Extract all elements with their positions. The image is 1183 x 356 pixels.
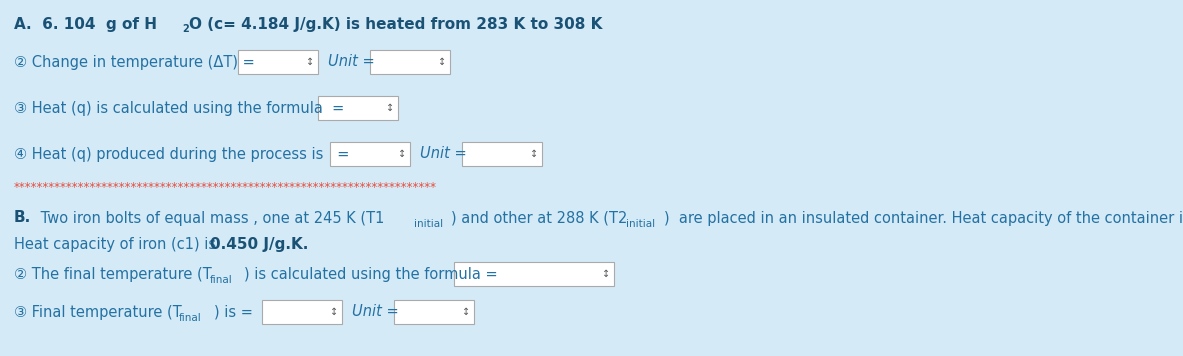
Text: ↕: ↕ <box>461 307 470 317</box>
Text: 0.450 J/g.K.: 0.450 J/g.K. <box>211 236 309 251</box>
Text: ② The final temperature (T: ② The final temperature (T <box>14 267 212 282</box>
Text: initial: initial <box>626 219 655 229</box>
Text: ↕: ↕ <box>330 307 338 317</box>
Text: Unit =: Unit = <box>353 304 399 319</box>
Text: B.: B. <box>14 210 31 225</box>
Text: ③ Heat (q) is calculated using the formula  =: ③ Heat (q) is calculated using the formu… <box>14 100 344 115</box>
FancyBboxPatch shape <box>318 96 397 120</box>
Text: ) is calculated using the formula =: ) is calculated using the formula = <box>244 267 498 282</box>
Text: ↕: ↕ <box>438 57 446 67</box>
Text: 2: 2 <box>182 24 189 34</box>
Text: ************************************************************************: ****************************************… <box>14 182 437 194</box>
Text: Two iron bolts of equal mass , one at 245 K (T1: Two iron bolts of equal mass , one at 24… <box>35 210 384 225</box>
FancyBboxPatch shape <box>454 262 614 286</box>
Text: ③ Final temperature (T: ③ Final temperature (T <box>14 304 182 319</box>
Text: ② Change in temperature (ΔT) =: ② Change in temperature (ΔT) = <box>14 54 254 69</box>
Text: final: final <box>179 313 202 323</box>
FancyBboxPatch shape <box>370 50 450 74</box>
Text: final: final <box>211 275 233 285</box>
Text: )  are placed in an insulated container. Heat capacity of the container is negli: ) are placed in an insulated container. … <box>664 210 1183 225</box>
Text: ) and other at 288 K (T2: ) and other at 288 K (T2 <box>451 210 627 225</box>
Text: Unit =: Unit = <box>420 147 467 162</box>
Text: Heat capacity of iron (c1) is: Heat capacity of iron (c1) is <box>14 236 226 251</box>
Text: ) is =: ) is = <box>214 304 253 319</box>
FancyBboxPatch shape <box>463 142 542 166</box>
FancyBboxPatch shape <box>238 50 318 74</box>
Text: Unit =: Unit = <box>328 54 375 69</box>
FancyBboxPatch shape <box>394 300 474 324</box>
Text: ↕: ↕ <box>386 103 394 113</box>
Text: A.  6. 104  g of H: A. 6. 104 g of H <box>14 16 157 31</box>
Text: ④ Heat (q) produced during the process is   =: ④ Heat (q) produced during the process i… <box>14 147 349 162</box>
Text: ↕: ↕ <box>530 149 538 159</box>
Text: ↕: ↕ <box>602 269 610 279</box>
FancyBboxPatch shape <box>261 300 342 324</box>
Text: ↕: ↕ <box>306 57 313 67</box>
FancyBboxPatch shape <box>330 142 411 166</box>
Text: initial: initial <box>414 219 444 229</box>
Text: O (c= 4.184 J/g.K) is heated from 283 K to 308 K: O (c= 4.184 J/g.K) is heated from 283 K … <box>189 16 602 31</box>
Text: ↕: ↕ <box>397 149 406 159</box>
